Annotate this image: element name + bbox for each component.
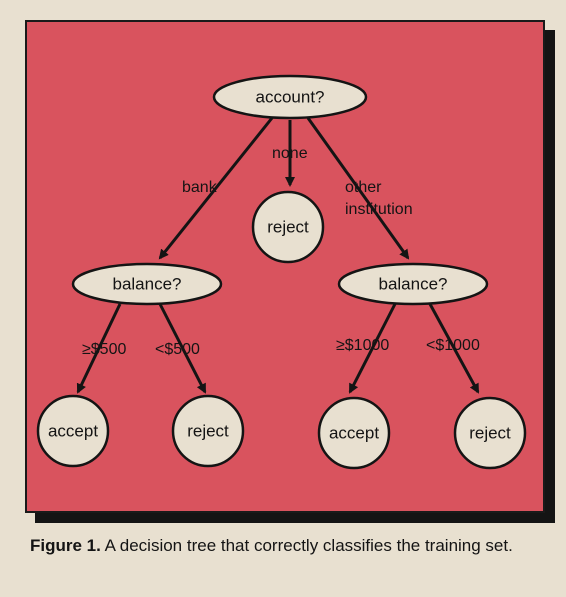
- edge-root-to-balance-bank: [158, 117, 274, 260]
- node-accept-1000-shape: [317, 396, 391, 470]
- node-accept-1000-label: accept: [329, 424, 379, 443]
- edge-root-to-balance-other: [306, 117, 410, 260]
- node-root-shape: [212, 74, 368, 120]
- figure-caption: Figure 1. A decision tree that correctly…: [30, 535, 530, 557]
- node-reject-none-shape: [251, 190, 325, 264]
- edge-label-ge500: ≥$500: [82, 341, 126, 358]
- node-reject-1000-label: reject: [469, 424, 511, 443]
- edge-balance-bank-to-reject: [158, 303, 207, 394]
- node-balance-bank-shape: [71, 262, 223, 306]
- edge-label-other: other: [345, 179, 382, 196]
- node-accept-500-shape: [36, 394, 110, 468]
- edge-balance-bank-to-accept: [76, 303, 122, 394]
- figure-caption-text: A decision tree that correctly classifie…: [100, 536, 513, 555]
- edge-label-lt1000: <$1000: [426, 337, 480, 354]
- figure-caption-label: Figure 1.: [30, 536, 101, 555]
- edge-label-ge1000: ≥$1000: [336, 337, 389, 354]
- node-accept-500-label: accept: [48, 422, 98, 441]
- edge-label-lt500: <$500: [155, 341, 200, 358]
- edge-label-none: none: [272, 145, 308, 162]
- node-reject-1000-shape: [453, 396, 527, 470]
- edges: [76, 117, 480, 394]
- node-balance-bank-label: balance?: [112, 275, 181, 294]
- edge-label-institution: institution: [345, 201, 413, 218]
- node-reject-500-label: reject: [187, 422, 229, 441]
- edge-balance-other-to-reject: [428, 303, 480, 394]
- node-balance-other-label: balance?: [378, 275, 447, 294]
- node-balance-other-shape: [337, 262, 489, 306]
- node-reject-none-label: reject: [267, 218, 309, 237]
- edge-balance-other-to-accept: [348, 303, 397, 394]
- node-root-label: account?: [256, 88, 325, 107]
- node-reject-500-shape: [171, 394, 245, 468]
- edge-label-bank: bank: [182, 179, 218, 196]
